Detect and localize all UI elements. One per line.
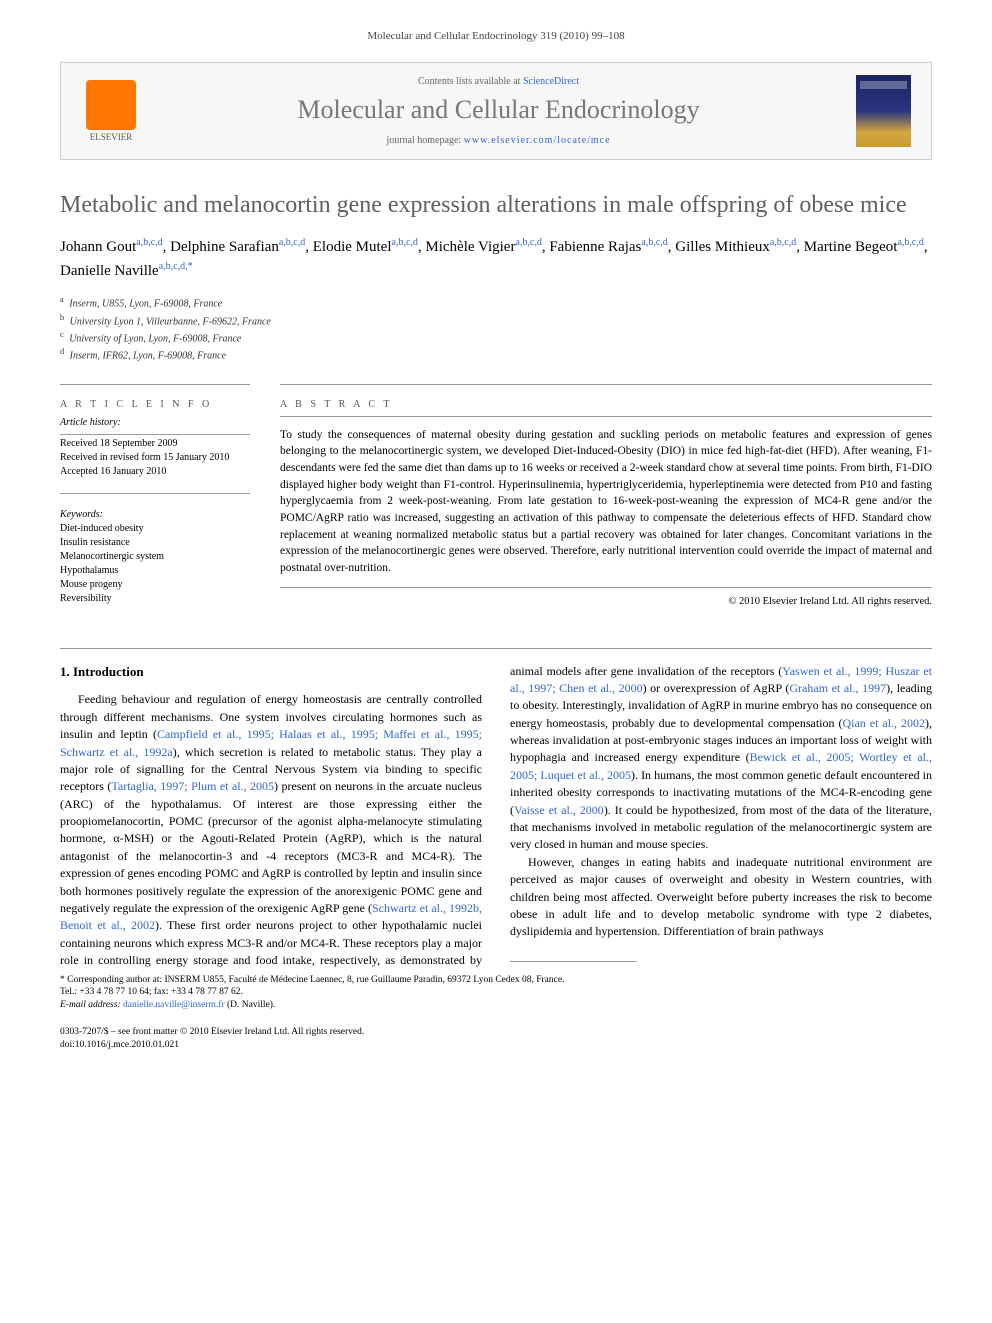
citation-link[interactable]: Graham et al., 1997 [789,681,886,695]
keyword-line: Insulin resistance [60,536,250,550]
info-abstract-row: A R T I C L E I N F O Article history: R… [60,384,932,620]
article-info-label: A R T I C L E I N F O [60,399,250,410]
keyword-line: Melanocortinergic system [60,550,250,564]
issn-line: 0303-7207/$ – see front matter © 2010 El… [60,1026,482,1039]
keyword-line: Diet-induced obesity [60,522,250,536]
affiliation-line: c University of Lyon, Lyon, F-69008, Fra… [60,329,932,346]
intro-paragraph-2: However, changes in eating habits and in… [510,854,932,941]
affiliation-line: b University Lyon 1, Villeurbanne, F-696… [60,312,932,329]
affiliations-list: a Inserm, U855, Lyon, F-69008, Franceb U… [60,294,932,363]
email-link[interactable]: danielle.naville@inserm.fr [123,1000,225,1010]
keyword-line: Mouse progeny [60,578,250,592]
journal-header-box: ELSEVIER Contents lists available at Sci… [60,62,932,160]
publisher-label: ELSEVIER [90,132,133,142]
info-mid-rule [60,493,250,494]
sciencedirect-link[interactable]: ScienceDirect [523,76,579,87]
footnote-rule [510,961,637,962]
citation-link[interactable]: Tartaglia, 1997; Plum et al., 2005 [111,779,274,793]
p1-post: ) present on neurons in the arcuate nucl… [60,779,482,915]
telephone-line: Tel.: +33 4 78 77 10 64; fax: +33 4 78 7… [60,986,932,999]
homepage-prefix: journal homepage: [386,135,463,146]
citation-link[interactable]: Vaisse et al., 2000 [514,803,604,817]
doi-block: 0303-7207/$ – see front matter © 2010 El… [60,1026,482,1052]
affiliation-line: a Inserm, U855, Lyon, F-69008, France [60,294,932,311]
history-line: Accepted 16 January 2010 [60,465,250,479]
elsevier-logo: ELSEVIER [81,76,141,146]
elsevier-tree-icon [86,80,136,130]
history-line: Received 18 September 2009 [60,437,250,451]
abstract-label: A B S T R A C T [280,399,932,410]
email-label: E-mail address: [60,1000,123,1010]
article-info-column: A R T I C L E I N F O Article history: R… [60,384,250,620]
history-line: Received in revised form 15 January 2010 [60,451,250,465]
body-top-rule [60,648,932,649]
email-suffix: (D. Naville). [225,1000,276,1010]
p1-tail-b: ) or overexpression of AgRP ( [643,681,790,695]
affiliation-line: d Inserm, IFR62, Lyon, F-69008, France [60,346,932,363]
article-title: Metabolic and melanocortin gene expressi… [60,190,932,221]
abstract-text: To study the consequences of maternal ob… [280,416,932,588]
email-line: E-mail address: danielle.naville@inserm.… [60,999,932,1012]
doi-line: doi:10.1016/j.mce.2010.01.021 [60,1039,482,1052]
author-list: Johann Gouta,b,c,d, Delphine Sarafiana,b… [60,235,932,282]
journal-cover-thumbnail [856,75,911,147]
citation-link[interactable]: Qian et al., 2002 [842,716,925,730]
section-heading-introduction: 1. Introduction [60,663,482,682]
footnotes-block: * Corresponding author at: INSERM U855, … [60,961,932,1052]
keyword-line: Reversibility [60,592,250,606]
contents-prefix: Contents lists available at [418,76,523,87]
article-body: 1. Introduction Feeding behaviour and re… [60,663,932,1052]
article-history-block: Article history: Received 18 September 2… [60,416,250,479]
abstract-top-rule [280,384,932,385]
homepage-link[interactable]: www.elsevier.com/locate/mce [464,135,611,146]
info-top-rule [60,384,250,385]
abstract-copyright: © 2010 Elsevier Ireland Ltd. All rights … [280,596,932,607]
running-head: Molecular and Cellular Endocrinology 319… [60,30,932,42]
keywords-block: Keywords: Diet-induced obesityInsulin re… [60,508,250,606]
history-label: Article history: [60,416,250,435]
keyword-line: Hypothalamus [60,564,250,578]
keywords-label: Keywords: [60,508,250,522]
journal-name: Molecular and Cellular Endocrinology [161,95,836,125]
homepage-line: journal homepage: www.elsevier.com/locat… [161,135,836,146]
header-center: Contents lists available at ScienceDirec… [161,76,836,146]
contents-available-line: Contents lists available at ScienceDirec… [161,76,836,87]
abstract-column: A B S T R A C T To study the consequence… [280,384,932,620]
corresponding-author-note: * Corresponding author at: INSERM U855, … [60,974,932,987]
